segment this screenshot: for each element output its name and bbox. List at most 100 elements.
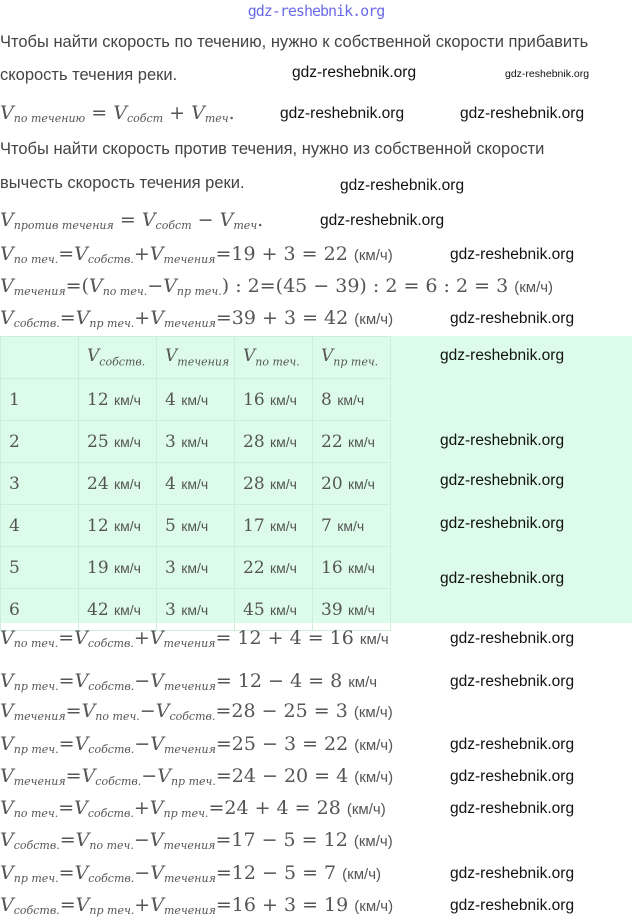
cell-value: 3 [165, 599, 176, 620]
cell-unit: км/ч [270, 601, 297, 618]
velocity-symbol: Vсобст [141, 209, 192, 232]
watermark: gdz-reshebnik.org [450, 246, 575, 263]
watermark: gdz-reshebnik.org [450, 768, 575, 785]
table-row: 6 42 км/ч 3 км/ч 45 км/ч 39 км/ч [0, 588, 391, 631]
table-row: 5 19 км/ч 3 км/ч 22 км/ч 16 км/ч [0, 546, 391, 589]
watermark: gdz-reshebnik.org [440, 515, 565, 532]
velocity-subscript: течения [13, 710, 66, 723]
table-cell: 19 км/ч [78, 546, 157, 589]
velocity-subscript: собств. [13, 904, 60, 917]
table-cell: 2 [0, 420, 79, 463]
velocity-symbol: Vпротив течения [0, 209, 114, 232]
unit: (км/ч) [354, 737, 394, 754]
table-cell: 16 км/ч [234, 378, 313, 421]
cell-unit: км/ч [270, 475, 297, 492]
velocity-subscript: собств. [87, 253, 134, 266]
paragraph-line: вычесть скорость течения реки. [0, 174, 245, 192]
table-row: 4 12 км/ч 5 км/ч 17 км/ч 7 км/ч [0, 504, 391, 547]
watermark: gdz-reshebnik.org [440, 472, 565, 489]
watermark: gdz-reshebnik.org [450, 736, 575, 753]
watermark: gdz-reshebnik.org [292, 64, 417, 81]
cell-unit: км/ч [270, 559, 297, 576]
paragraph-line: скорость течения реки. [0, 66, 178, 84]
cell-unit: км/ч [348, 433, 375, 450]
formula-text: = [58, 733, 75, 755]
cell-value: 22 [243, 557, 265, 578]
velocity-symbol: Vпр теч. [321, 346, 379, 369]
velocity-subscript: собст [155, 219, 192, 232]
cell-unit: км/ч [114, 433, 141, 450]
cell-value: 3 [165, 431, 176, 452]
formula: Vпо теч.=Vсобств.+Vпр теч.=24 + 4 = 28 (… [0, 797, 386, 820]
formula-text: =25 − 3 = 22 [215, 733, 355, 755]
velocity-subscript: течения [13, 285, 66, 298]
table-cell: 1 [0, 378, 79, 421]
velocity-symbol: Vпо течению [0, 102, 86, 125]
cell-value: 22 [321, 431, 343, 452]
formula: Vсобств.=Vпр теч.+Vтечения=16 + 3 = 19 (… [0, 894, 393, 917]
velocity-symbol: Vтечения [150, 894, 216, 917]
formula: Vпо теч.=Vсобств.+Vтечения=19 + 3 = 22 (… [0, 243, 393, 266]
velocity-subscript: по теч. [13, 807, 59, 820]
velocity-subscript: пр теч. [89, 317, 135, 330]
unit: (км/ч) [353, 247, 393, 264]
velocity-symbol: Vсобств. [74, 627, 134, 650]
velocity-symbol: Vпр теч. [149, 797, 209, 820]
formula-text: =39 + 3 = 42 [215, 307, 355, 329]
table-cell: 28 км/ч [234, 462, 313, 505]
unit: (км/ч) [354, 769, 394, 786]
cell-value: 25 [87, 431, 109, 452]
unit: (км/ч) [346, 801, 386, 818]
speed-table: Vсобств. Vтечения Vпо теч. Vпр теч. 1 12 км/ч… [0, 336, 391, 631]
velocity-subscript: по теч. [95, 710, 140, 723]
velocity-subscript: собств. [99, 355, 146, 369]
velocity-symbol: Vпо теч. [81, 700, 140, 723]
formula: Vсобств.=Vпо теч.−Vтечения=17 − 5 = 12 (… [0, 829, 393, 852]
table-cell: 3 км/ч [156, 588, 235, 631]
cell-value: 3 [165, 557, 176, 578]
velocity-symbol: Vпр теч. [157, 765, 216, 788]
table-cell: 5 [0, 546, 79, 589]
cell-value: 4 [165, 473, 176, 494]
formula-text: =12 − 5 = 7 [215, 862, 343, 884]
cell-unit: км/ч [348, 601, 375, 618]
table-cell: 7 км/ч [312, 504, 391, 547]
formula-text: + [133, 797, 150, 819]
velocity-subscript: пр теч. [163, 807, 209, 820]
formula-text: = [58, 627, 75, 649]
velocity-symbol: Vпо теч. [75, 829, 134, 852]
velocity-subscript: собств. [88, 743, 135, 756]
formula-text: = [58, 797, 75, 819]
formula-text: =( [65, 275, 89, 297]
formula-text: + [133, 627, 150, 649]
table-cell: 20 км/ч [312, 462, 391, 505]
watermark: gdz-reshebnik.org [450, 800, 575, 817]
cell-value: 19 [87, 557, 109, 578]
velocity-symbol: Vтеч [191, 102, 229, 125]
velocity-symbol: Vсобств. [81, 765, 142, 788]
formula: Vпр теч.=Vсобств.−Vтечения= 12 − 4 = 8 к… [0, 670, 377, 693]
unit: км/ч [359, 631, 389, 648]
velocity-subscript: пр теч. [89, 904, 135, 917]
velocity-symbol: Vтечения [149, 243, 216, 266]
velocity-symbol: Vпр теч. [0, 862, 59, 885]
cell-value: 39 [321, 599, 343, 620]
velocity-subscript: собств. [88, 680, 135, 693]
velocity-subscript: течения [163, 872, 216, 885]
watermark: gdz-reshebnik.org [460, 105, 585, 122]
cell-unit: км/ч [270, 391, 297, 408]
velocity-subscript: течения [163, 253, 216, 266]
cell-unit: км/ч [348, 475, 375, 492]
velocity-subscript: собств. [87, 637, 134, 650]
velocity-symbol: Vпо теч. [88, 275, 148, 298]
watermark: gdz-reshebnik.org [450, 865, 575, 882]
formula-text: − [191, 209, 220, 231]
velocity-symbol: Vпр теч. [0, 733, 59, 756]
table-cell: 6 [0, 588, 79, 631]
cell-value: 24 [87, 473, 109, 494]
velocity-subscript: собств. [95, 775, 142, 788]
formula-text: + [163, 102, 192, 124]
table-header-cell: Vсобств. [78, 336, 157, 379]
velocity-subscript: течения [13, 775, 66, 788]
table-cell: 5 км/ч [156, 504, 235, 547]
